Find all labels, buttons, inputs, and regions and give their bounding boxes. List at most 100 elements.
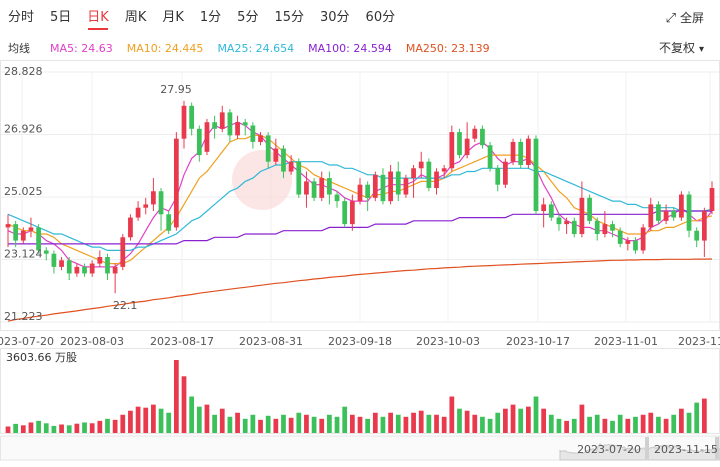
candle-body xyxy=(74,266,80,274)
tab-9[interactable]: 60分 xyxy=(365,10,396,25)
candle-body xyxy=(43,250,49,254)
date-tick: 2023-11-01 xyxy=(594,335,658,348)
volume-bar xyxy=(342,406,348,433)
candle-body xyxy=(120,237,126,267)
volume-bar xyxy=(97,420,103,433)
volume-bar xyxy=(403,416,409,433)
candle-body xyxy=(472,128,478,139)
tab-1[interactable]: 5日 xyxy=(50,10,72,25)
candle-body xyxy=(36,227,41,251)
volume-bar xyxy=(548,414,554,433)
tab-6[interactable]: 5分 xyxy=(237,10,259,25)
ma-title[interactable]: 均线 xyxy=(8,42,30,55)
candle-body xyxy=(411,168,416,179)
candle-body xyxy=(656,204,661,221)
volume-bar xyxy=(671,414,677,433)
volume-bar xyxy=(694,402,700,433)
navigator-handle-left xyxy=(645,437,649,459)
candle-body xyxy=(457,132,462,156)
low-annotation: 22.1 xyxy=(113,299,138,312)
tab-5[interactable]: 1分 xyxy=(199,10,222,25)
candle-body xyxy=(480,128,485,146)
navigator-area xyxy=(559,443,720,461)
volume-bar xyxy=(564,420,569,433)
volume-bar xyxy=(105,418,110,433)
volume-bar xyxy=(617,414,623,433)
candle-body xyxy=(388,171,393,202)
candle-body xyxy=(227,112,233,136)
candle-body xyxy=(610,224,615,231)
volume-bar xyxy=(196,406,202,433)
ma-item-2: MA25: 24.654 xyxy=(217,41,295,55)
fullscreen-button[interactable]: ⤢ 全屏 xyxy=(666,0,704,36)
volume-bar xyxy=(235,412,240,433)
volume-bar xyxy=(457,408,462,433)
tab-8[interactable]: 30分 xyxy=(320,10,350,25)
kline-chart[interactable]: 28.828 26.926 25.025 23.124 21.223 27.95 22.1 2… xyxy=(0,60,720,467)
volume-bar xyxy=(648,412,654,433)
volume-bar xyxy=(66,425,72,433)
ma-line-ma250 xyxy=(7,258,713,322)
candle-body xyxy=(181,105,187,139)
candle-body xyxy=(5,224,11,228)
volume-bar xyxy=(143,407,149,433)
candle-body xyxy=(196,128,202,156)
price-tick: 28.828 xyxy=(4,65,43,78)
candle-body xyxy=(273,148,279,162)
volume-bar xyxy=(151,404,156,433)
tab-3[interactable]: 周K xyxy=(124,10,147,25)
candle-body xyxy=(617,230,623,244)
volume-bar xyxy=(265,415,271,433)
volume-bar xyxy=(273,418,279,433)
volume-bar xyxy=(656,416,661,433)
candle-body xyxy=(51,253,57,267)
candle-body xyxy=(587,197,592,221)
volume-bar xyxy=(679,408,684,433)
volume-bar xyxy=(181,376,187,433)
candle-body xyxy=(235,122,240,136)
candle-body xyxy=(265,135,271,162)
candle-body xyxy=(663,210,669,221)
volume-bar xyxy=(173,360,179,433)
volume-bar xyxy=(480,416,485,433)
date-tick: 2023-10-03 xyxy=(416,335,480,348)
candle-body xyxy=(349,201,355,225)
candle-body xyxy=(380,174,386,202)
expand-icon: ⤢ xyxy=(665,11,676,26)
volume-bar xyxy=(158,408,164,433)
volume-bar xyxy=(525,406,531,433)
date-tick: 2023-08-31 xyxy=(239,335,303,348)
volume-bar xyxy=(663,418,669,433)
ma-item-4: MA250: 23.139 xyxy=(405,41,490,55)
candle-body xyxy=(327,178,332,195)
volume-bar xyxy=(166,412,172,433)
volume-bar xyxy=(533,396,539,433)
volume-bar xyxy=(426,414,432,433)
volume-bar xyxy=(204,404,210,433)
volume-max-label: 3603.66 万股 xyxy=(6,351,77,364)
ma-item-3: MA100: 24.594 xyxy=(308,41,392,55)
candle-body xyxy=(357,184,363,202)
volume-bar xyxy=(449,396,455,433)
candle-body xyxy=(510,141,516,162)
candle-body xyxy=(679,194,684,218)
candle-body xyxy=(694,230,700,241)
candle-body xyxy=(342,201,348,225)
volume-bar xyxy=(625,418,631,433)
candle-body xyxy=(633,240,638,251)
adjust-dropdown[interactable]: 不复权 ▾ xyxy=(659,36,704,60)
candle-body xyxy=(709,187,715,211)
ma-legend: 均线 MA5: 24.63 MA10: 24.445 MA25: 24.654 MA1… xyxy=(0,36,720,60)
date-tick: 2023-09-18 xyxy=(328,335,392,348)
volume-bar xyxy=(518,408,524,433)
tab-2[interactable]: 日K xyxy=(79,0,117,36)
tab-0[interactable]: 分时 xyxy=(8,10,35,25)
volume-bar xyxy=(327,414,332,433)
tab-4[interactable]: 月K xyxy=(162,10,184,25)
tab-7[interactable]: 15分 xyxy=(274,10,304,25)
candle-body xyxy=(97,257,103,264)
candle-body xyxy=(128,217,133,238)
candle-body xyxy=(464,138,470,156)
navigator-handle-right xyxy=(715,437,719,459)
price-tick: 25.025 xyxy=(4,185,43,198)
